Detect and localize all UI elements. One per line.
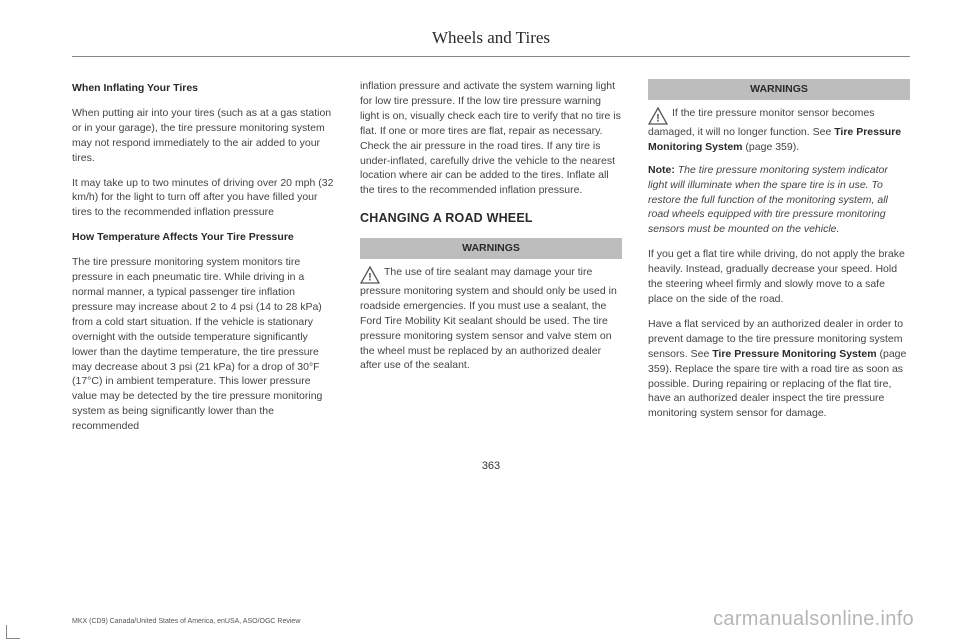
note-label: Note: <box>648 164 675 176</box>
column-3: WARNINGS ! If the tire pressure monitor … <box>648 79 910 444</box>
crop-mark-icon <box>6 625 20 639</box>
column-2: inflation pressure and activate the syst… <box>360 79 622 444</box>
warning-header: WARNINGS <box>648 79 910 100</box>
column-1: When Inflating Your Tires When putting a… <box>72 79 334 444</box>
subhead-inflating: When Inflating Your Tires <box>72 81 334 96</box>
section-changing-wheel: CHANGING A ROAD WHEEL <box>360 210 622 228</box>
page-number: 363 <box>72 460 910 472</box>
para: It may take up to two minutes of driving… <box>72 176 334 221</box>
warning-triangle-icon: ! <box>360 266 380 284</box>
para: If you get a flat tire while driving, do… <box>648 247 910 307</box>
note-text: The tire pressure monitoring system indi… <box>648 164 888 236</box>
note-para: Note: The tire pressure monitoring syste… <box>648 163 910 238</box>
page-header: Wheels and Tires <box>72 28 910 57</box>
para: inflation pressure and activate the syst… <box>360 79 622 198</box>
para: Have a flat serviced by an authorized de… <box>648 317 910 421</box>
warning-text: (page 359). <box>743 141 800 153</box>
warning-body: ! If the tire pressure monitor sensor be… <box>648 100 910 155</box>
warning-body: ! The use of tire sealant may damage you… <box>360 259 622 373</box>
warning-box: WARNINGS ! The use of tire sealant may d… <box>360 238 622 373</box>
para: When putting air into your tires (such a… <box>72 106 334 166</box>
warning-triangle-icon: ! <box>648 107 668 125</box>
para: The tire pressure monitoring system moni… <box>72 255 334 434</box>
warning-box: WARNINGS ! If the tire pressure monitor … <box>648 79 910 155</box>
warning-text: The use of tire sealant may damage your … <box>360 266 617 372</box>
watermark: carmanualsonline.info <box>713 608 914 631</box>
warning-header: WARNINGS <box>360 238 622 259</box>
svg-text:!: ! <box>656 112 660 124</box>
content-columns: When Inflating Your Tires When putting a… <box>72 79 910 444</box>
para-bold: Tire Pressure Monitoring System <box>712 348 876 360</box>
svg-text:!: ! <box>368 271 372 283</box>
subhead-temperature: How Temperature Affects Your Tire Pressu… <box>72 230 334 245</box>
footer-doc-id: MKX (CD9) Canada/United States of Americ… <box>72 618 300 625</box>
